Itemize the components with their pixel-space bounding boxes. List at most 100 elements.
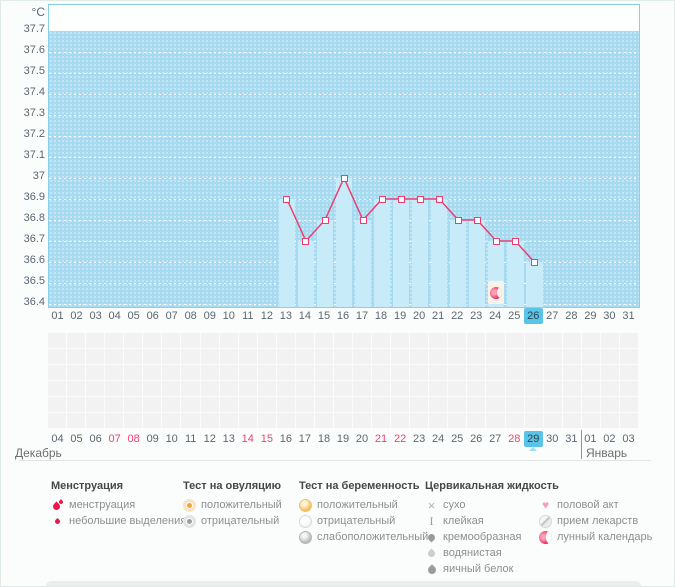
cycle-day-cell[interactable]: 27 <box>546 310 559 322</box>
symbol-grid-cell[interactable] <box>67 349 86 364</box>
symbol-grid-cell[interactable] <box>67 333 86 348</box>
symbol-grid-cell[interactable] <box>353 349 372 364</box>
symbol-grid-cell[interactable] <box>181 349 200 364</box>
symbol-grid-cell[interactable] <box>353 381 372 396</box>
symbol-grid-cell[interactable] <box>200 413 219 428</box>
symbol-grid-cell[interactable] <box>105 365 124 380</box>
symbol-grid-cell[interactable] <box>314 381 333 396</box>
calendar-date-cell[interactable]: 26 <box>470 433 483 445</box>
symbol-grid-cell[interactable] <box>619 349 638 364</box>
symbol-grid-cell[interactable] <box>86 381 105 396</box>
symbol-grid-cell[interactable] <box>162 413 181 428</box>
symbol-grid-cell[interactable] <box>486 397 505 412</box>
symbol-grid-cell[interactable] <box>619 381 638 396</box>
temp-point-marker[interactable] <box>435 195 443 203</box>
symbol-grid-cell[interactable] <box>410 349 429 364</box>
cycle-day-cell[interactable]: 11 <box>242 310 254 322</box>
symbol-grid-cell[interactable] <box>467 413 486 428</box>
symbol-grid-cell[interactable] <box>372 381 391 396</box>
symbol-grid-cell[interactable] <box>391 381 410 396</box>
symbol-grid-cell[interactable] <box>295 365 314 380</box>
calendar-date-cell[interactable]: 01 <box>584 433 597 445</box>
symbol-grid-cell[interactable] <box>276 349 295 364</box>
symbol-grid-cell[interactable] <box>67 381 86 396</box>
symbol-grid-cell[interactable] <box>619 397 638 412</box>
symbol-grid-cell[interactable] <box>105 413 124 428</box>
symbol-grid-cell[interactable] <box>124 349 143 364</box>
symbol-grid-cell[interactable] <box>562 381 581 396</box>
symbol-grid-cell[interactable] <box>295 333 314 348</box>
cycle-day-cell[interactable]: 17 <box>355 310 369 322</box>
symbol-grid-cell[interactable] <box>353 397 372 412</box>
symbol-grid-cell[interactable] <box>276 333 295 348</box>
symbol-grid-cell[interactable] <box>219 381 238 396</box>
symbol-grid-cell[interactable] <box>391 333 410 348</box>
symbol-grid-cell[interactable] <box>410 397 429 412</box>
temp-point-marker[interactable] <box>397 195 405 203</box>
symbol-grid-cell[interactable] <box>543 349 562 364</box>
symbol-grid-cell[interactable] <box>124 397 143 412</box>
symbol-grid-cell[interactable] <box>238 349 257 364</box>
symbol-grid-cell[interactable] <box>162 349 181 364</box>
cycle-day-cell[interactable]: 24 <box>489 310 502 322</box>
symbol-grid-cell[interactable] <box>276 413 295 428</box>
calendar-date-cell[interactable]: 05 <box>70 433 83 445</box>
symbol-grid-cell[interactable] <box>372 365 391 380</box>
symbol-grid-cell[interactable] <box>543 365 562 380</box>
symbol-grid-cell[interactable] <box>353 413 372 428</box>
symbol-grid-cell[interactable] <box>238 365 257 380</box>
cycle-day-cell[interactable]: 25 <box>508 310 521 322</box>
cycle-day-cell[interactable]: 16 <box>336 310 350 322</box>
temp-point-marker[interactable] <box>416 195 424 203</box>
calendar-date-cell[interactable]: 28 <box>508 433 521 445</box>
symbol-grid-cell[interactable] <box>600 349 619 364</box>
temp-point-marker[interactable] <box>321 216 329 224</box>
calendar-date-cell[interactable]: 27 <box>489 433 502 445</box>
symbol-grid-cell[interactable] <box>219 365 238 380</box>
symbol-grid-cell[interactable] <box>333 381 353 396</box>
symbol-grid-cell[interactable] <box>48 413 67 428</box>
symbol-grid-cell[interactable] <box>467 397 486 412</box>
symbol-grid-cell[interactable] <box>543 381 562 396</box>
symbol-grid-cell[interactable] <box>143 333 162 348</box>
cycle-day-cell[interactable]: 13 <box>279 310 293 322</box>
temp-point-marker[interactable] <box>492 237 500 245</box>
symbol-grid-cell[interactable] <box>581 413 600 428</box>
symbol-grid-cell[interactable] <box>143 413 162 428</box>
symbol-grid-cell[interactable] <box>562 413 581 428</box>
symbol-grid-cell[interactable] <box>391 365 410 380</box>
calendar-date-cell[interactable]: 15 <box>260 433 274 445</box>
symbol-grid-cell[interactable] <box>524 365 543 380</box>
symbol-grid-cell[interactable] <box>333 365 353 380</box>
calendar-date-cell[interactable]: 09 <box>146 433 159 445</box>
temp-point-marker[interactable] <box>511 237 519 245</box>
symbol-grid-cell[interactable] <box>619 413 638 428</box>
symbol-grid-cell[interactable] <box>600 397 619 412</box>
symbol-grid-cell[interactable] <box>219 413 238 428</box>
symbol-grid-cell[interactable] <box>543 397 562 412</box>
symbol-grid-cell[interactable] <box>600 413 619 428</box>
symbol-grid-cell[interactable] <box>162 381 181 396</box>
calendar-date-cell[interactable]: 19 <box>336 433 350 445</box>
symbol-grid-cell[interactable] <box>581 397 600 412</box>
symbol-grid-cell[interactable] <box>314 365 333 380</box>
symbol-grid-cell[interactable] <box>467 381 486 396</box>
symbol-grid-cell[interactable] <box>467 365 486 380</box>
symbol-grid-cell[interactable] <box>333 397 353 412</box>
symbol-grid-cell[interactable] <box>524 333 543 348</box>
symbol-grid-cell[interactable] <box>86 349 105 364</box>
calendar-date-cell[interactable]: 08 <box>127 433 140 445</box>
symbol-grid-cell[interactable] <box>429 349 448 364</box>
cycle-day-cell[interactable]: 14 <box>298 310 312 322</box>
symbol-grid-cell[interactable] <box>581 365 600 380</box>
symbol-grid-cell[interactable] <box>276 365 295 380</box>
symbol-grid-cell[interactable] <box>181 333 200 348</box>
cycle-day-cell[interactable]: 23 <box>470 310 483 322</box>
symbol-grid-cell[interactable] <box>295 413 314 428</box>
symbol-grid-cell[interactable] <box>467 333 486 348</box>
symbol-grid-cell[interactable] <box>105 349 124 364</box>
symbol-grid-cell[interactable] <box>562 333 581 348</box>
temp-point-marker[interactable] <box>530 258 538 266</box>
calendar-date-cell[interactable]: 02 <box>603 433 616 445</box>
cycle-day-cell[interactable]: 01 <box>51 310 64 322</box>
